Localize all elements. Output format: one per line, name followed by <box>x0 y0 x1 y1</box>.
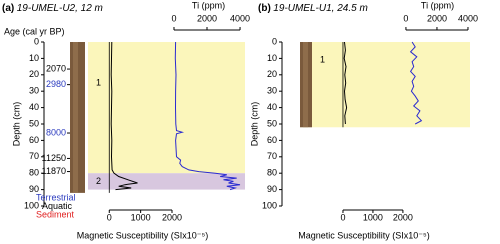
legend-entry: Sediment <box>36 209 75 219</box>
y-tick-label: 20 <box>267 69 277 79</box>
y-tick-label: 20 <box>29 69 39 79</box>
y-tick-label: 10 <box>29 53 39 63</box>
zone <box>88 42 245 174</box>
y-tick-label: 0 <box>272 36 277 46</box>
zone <box>88 173 245 190</box>
zone-label: 1 <box>96 77 101 87</box>
ti-axis-label: Ti (ppm) <box>421 0 454 10</box>
age-label: 11250 <box>42 153 66 163</box>
x-tick-label: 1000 <box>363 212 383 222</box>
mag-line <box>110 41 138 191</box>
age-label: 11870 <box>42 166 66 176</box>
mag-axis-label: Magnetic Susceptibility (SIx10⁻⁵) <box>298 230 430 240</box>
zone-label: 1 <box>320 54 325 64</box>
y-tick-label: 70 <box>29 151 39 161</box>
y-tick-label: 50 <box>29 118 39 128</box>
zone <box>300 42 470 128</box>
panel-label: (a) <box>2 3 14 14</box>
panel-label: (b) <box>258 3 271 14</box>
x-tick-label: 0 <box>107 212 112 222</box>
x-tick-label: 0 <box>340 212 345 222</box>
mag-line <box>343 41 348 125</box>
y-tick-label: 60 <box>267 135 277 145</box>
x-tick-label: 2000 <box>162 212 182 222</box>
panel-title: (a) 19-UMEL-U2, 12 m <box>2 2 103 13</box>
zone-label: 2 <box>96 176 101 186</box>
y-tick-label: 60 <box>29 135 39 145</box>
x-tick-label: 0 <box>403 13 408 23</box>
x-tick-label: 2000 <box>393 212 413 222</box>
y-tick-label: 0 <box>34 36 39 46</box>
panel-name: 19-UMEL-U2, 12 m <box>17 3 103 14</box>
y-tick-label: 40 <box>29 102 39 112</box>
legend-entry: Terrestrial <box>36 192 76 202</box>
age-label: 2980 <box>46 79 66 89</box>
y-tick-label: 80 <box>29 168 39 178</box>
y-tick-label: 40 <box>267 102 277 112</box>
y-tick-label: 100 <box>24 200 39 210</box>
y-tick-label: 80 <box>267 168 277 178</box>
y-tick-label: 90 <box>29 184 39 194</box>
age-axis-label: Age (cal yr BP) <box>4 26 65 36</box>
y-tick-label: 50 <box>267 118 277 128</box>
ti-line <box>409 41 423 125</box>
x-tick-label: 0 <box>171 13 176 23</box>
age-label: 8000 <box>46 127 66 137</box>
mag-axis-label: Magnetic Susceptibility (SIx10⁻⁵) <box>77 230 209 240</box>
y-tick-label: 100 <box>262 200 277 210</box>
y-axis-label: Depth (cm) <box>249 102 259 147</box>
x-tick-label: 1000 <box>131 212 151 222</box>
core-photo-shade <box>73 42 78 193</box>
ti-line <box>174 41 241 191</box>
y-axis-label: Depth (cm) <box>11 102 21 147</box>
ti-axis-label: Ti (ppm) <box>192 0 225 10</box>
legend-entry: Aquatic <box>42 201 73 211</box>
core-photo-shade <box>303 42 308 128</box>
y-tick-label: 90 <box>267 184 277 194</box>
y-tick-label: 30 <box>267 86 277 96</box>
panel-name: 19-UMEL-U1, 24.5 m <box>273 3 367 14</box>
x-tick-label: 4000 <box>230 13 250 23</box>
x-tick-label: 2000 <box>427 13 447 23</box>
x-tick-label: 4000 <box>458 13 478 23</box>
panel-title: (b) 19-UMEL-U1, 24.5 m <box>258 2 368 13</box>
y-tick-label: 70 <box>267 151 277 161</box>
x-tick-label: 2000 <box>197 13 217 23</box>
y-tick-label: 10 <box>267 53 277 63</box>
y-tick-label: 30 <box>29 86 39 96</box>
age-label: 2070 <box>46 63 66 73</box>
